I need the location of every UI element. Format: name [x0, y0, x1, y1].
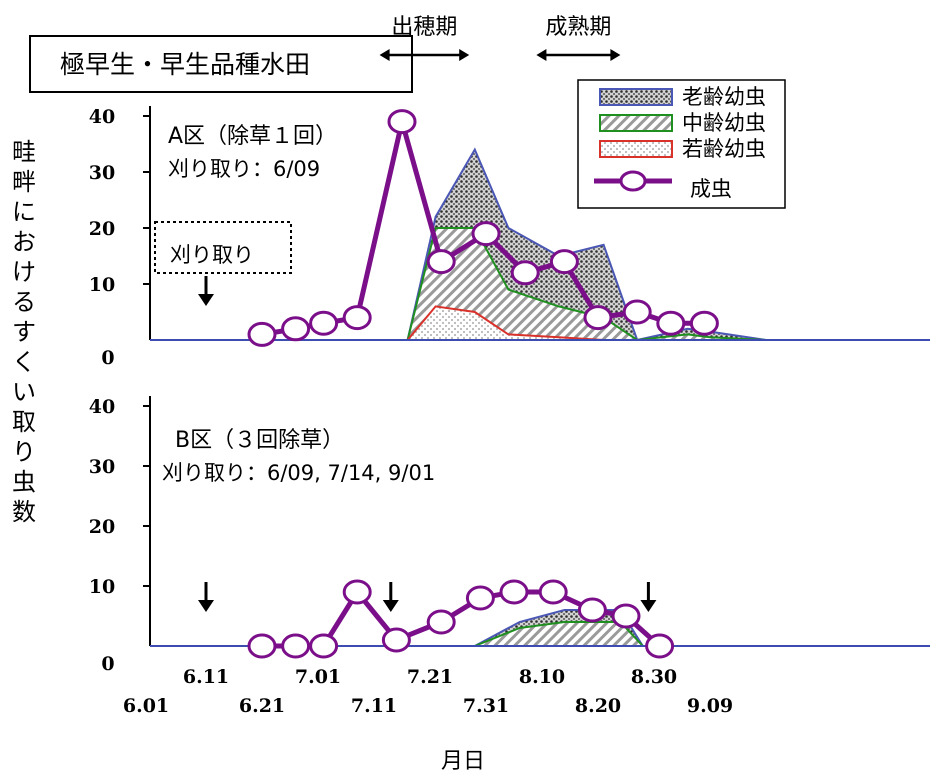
adult-point	[342, 305, 372, 331]
mid-larvae-area	[474, 622, 766, 646]
mid-larvae-area	[407, 228, 766, 340]
stage-markers: 出穂期 成熟期	[379, 15, 621, 61]
mow-label: 刈り取り：6/09	[168, 157, 320, 181]
x-tick-label: 6.01	[123, 695, 169, 717]
legend-swatch-mid	[599, 114, 673, 132]
adult-point	[309, 633, 339, 659]
adult-point	[426, 249, 456, 275]
panel-b: 0 10 20 30 40 B区（３回除草） 刈り取り：6/09, 7/14, 9/01	[89, 396, 930, 675]
y-title-char: く	[12, 348, 36, 376]
adult-point	[538, 579, 568, 605]
y-tick-label: 30	[89, 162, 115, 184]
legend-swatch-young	[599, 140, 673, 158]
y-title-char: 畔	[12, 168, 36, 196]
stage-arrow-head	[379, 49, 390, 61]
x-tick-label: 8.30	[631, 666, 677, 688]
adult-point	[247, 321, 277, 347]
panel-label: B区（３回除草）	[175, 428, 344, 453]
adult-point	[247, 633, 277, 659]
x-tick-label: 6.21	[239, 695, 285, 717]
x-axis-title: 月日	[441, 749, 485, 773]
adult-point	[465, 585, 495, 611]
y-title-char: 虫	[12, 468, 36, 496]
adult-point	[381, 627, 411, 653]
adult-point	[622, 299, 652, 325]
y-title-char: 畦	[12, 138, 36, 166]
x-tick-labels: 6.01 6.11 6.21 7.01 7.11 7.21 7.31 8.10 8.20 8.30…	[123, 666, 733, 717]
adult-point	[510, 260, 540, 286]
adult-point	[656, 310, 686, 336]
y-title-char: 取	[12, 408, 36, 436]
x-tick-label: 7.21	[407, 666, 453, 688]
x-tick-label: 8.20	[575, 695, 621, 717]
x-tick-label: 8.10	[519, 666, 565, 688]
mow-box-label: 刈り取り	[170, 243, 254, 267]
stage-label: 出穂期	[391, 15, 457, 40]
legend-label: 老齢幼虫	[682, 85, 766, 109]
stage-arrow-head	[610, 49, 621, 61]
adult-point	[645, 633, 675, 659]
adult-point	[309, 310, 339, 336]
stage-label: 成熟期	[545, 15, 611, 40]
young-larvae-area	[407, 306, 766, 340]
adult-point	[426, 609, 456, 635]
adult-point	[342, 579, 372, 605]
legend-swatch-old	[599, 88, 673, 106]
y-tick-label: 0	[101, 347, 114, 369]
y-tick-label: 20	[89, 218, 115, 240]
y-tick-label: 0	[101, 653, 114, 675]
mow-arrow-head	[640, 600, 657, 612]
mow-arrow-head	[198, 294, 214, 306]
adult-point	[577, 597, 607, 623]
x-tick-label: 7.31	[463, 695, 509, 717]
panel-label: A区（除草１回）	[168, 124, 337, 149]
y-tick-label: 30	[89, 456, 115, 478]
y-title-char: に	[12, 198, 36, 226]
adult-point	[281, 633, 311, 659]
mow-label: 刈り取り：6/09, 7/14, 9/01	[162, 461, 435, 485]
y-title-char: お	[12, 228, 36, 256]
adult-point	[281, 316, 311, 342]
adult-point	[471, 221, 501, 247]
x-tick-label: 7.01	[295, 666, 341, 688]
mow-arrow-head	[382, 600, 399, 612]
x-tick-label: 6.11	[183, 666, 229, 688]
y-title-char: い	[12, 378, 36, 406]
y-title-char: け	[12, 258, 36, 286]
adult-point	[499, 579, 529, 605]
legend-label: 成虫	[690, 177, 732, 201]
chart-title: 極早生・早生品種水田	[60, 50, 310, 79]
x-tick-label: 7.11	[351, 695, 397, 717]
adult-point	[611, 603, 641, 629]
legend-label: 中齢幼虫	[682, 111, 766, 135]
title-box	[29, 35, 413, 93]
y-tick-label: 10	[89, 274, 115, 296]
mow-box	[154, 221, 292, 274]
legend-adult-marker	[619, 170, 647, 192]
legend-label: 若齢幼虫	[682, 137, 766, 161]
panel-a: 0 10 20 30 40 A区（除草１回） 刈り取り：6/09 刈り取り	[89, 106, 930, 369]
y-title-char: り	[12, 438, 36, 466]
stage-arrow-head	[459, 49, 470, 61]
adult-point	[387, 109, 417, 135]
adult-point	[583, 305, 613, 331]
y-tick-label: 10	[89, 576, 115, 598]
y-title-char: 数	[12, 498, 36, 526]
y-tick-label: 40	[89, 396, 115, 418]
stage-arrow-head	[536, 49, 547, 61]
adult-point	[689, 310, 719, 336]
x-tick-label: 9.09	[687, 695, 733, 717]
adult-point	[549, 249, 579, 275]
y-tick-label: 40	[89, 106, 115, 128]
y-title-char: す	[12, 318, 36, 346]
mow-arrow-head	[198, 600, 214, 612]
y-title-char: る	[12, 288, 36, 316]
mid-larvae-line	[406, 227, 767, 342]
y-tick-label: 20	[89, 516, 115, 538]
